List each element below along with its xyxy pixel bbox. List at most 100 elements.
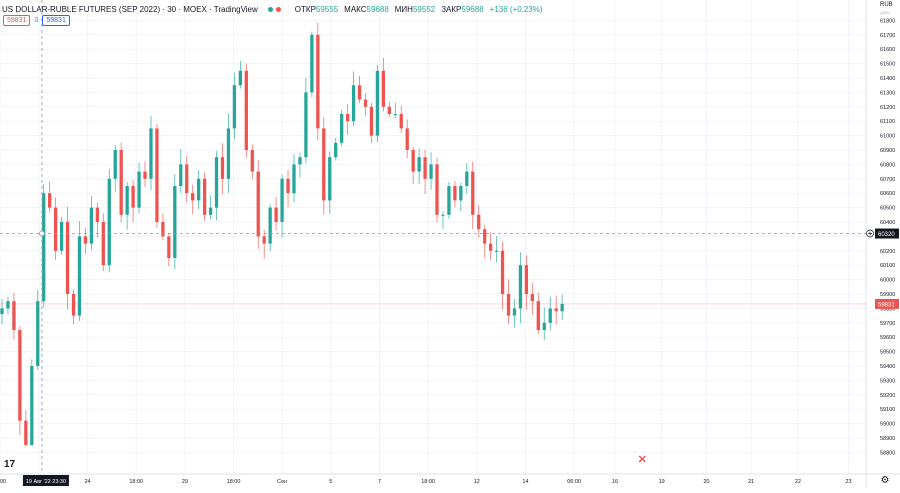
candle-body bbox=[399, 114, 403, 129]
plus-circle-icon[interactable] bbox=[866, 229, 874, 238]
time-axis-tick-label: Сен bbox=[277, 479, 287, 485]
candle-body bbox=[226, 128, 231, 179]
candle-body bbox=[161, 222, 165, 237]
candle-body bbox=[250, 150, 254, 172]
price-axis-tick-label: 60900 bbox=[880, 148, 895, 154]
candle-body bbox=[351, 85, 356, 122]
price-axis-tick-label: 59600 bbox=[880, 335, 895, 341]
candle-body bbox=[268, 207, 272, 244]
currency-sublabel: Д/БЫ bbox=[880, 10, 890, 15]
price-axis-tick-label: 61300 bbox=[880, 90, 895, 96]
candle-body bbox=[0, 308, 4, 315]
price-axis-tick-label: 60400 bbox=[880, 220, 895, 226]
candle-body bbox=[185, 164, 189, 194]
candle-body bbox=[53, 207, 58, 251]
price-axis-tick-label: 60200 bbox=[880, 249, 895, 255]
candle-body bbox=[316, 34, 320, 129]
price-axis-tick-label: 61800 bbox=[880, 18, 895, 24]
gear-icon[interactable]: ⚙ bbox=[880, 475, 890, 486]
candle-body bbox=[238, 70, 242, 86]
legend-status-dots bbox=[267, 6, 281, 12]
sell-price-badge[interactable]: 59831 bbox=[3, 15, 31, 26]
symbol-title: US DOLLAR-RUBLE FUTURES (SEP 2022) · 30 … bbox=[2, 4, 258, 14]
candle-body bbox=[518, 265, 523, 309]
candle-body bbox=[155, 128, 159, 222]
candle-body bbox=[423, 157, 427, 179]
candle-body bbox=[65, 222, 70, 294]
price-axis-tick-label: 60600 bbox=[880, 191, 895, 197]
crosshair-time-label: 19 Авг '22 23:30 bbox=[26, 479, 66, 485]
candle-body bbox=[429, 164, 433, 179]
time-axis-tick-label: 18:00 bbox=[227, 479, 241, 485]
time-axis-tick-label: 23 bbox=[845, 479, 851, 485]
ohlc-close: ЗАКР59688 bbox=[441, 4, 484, 14]
candle-body bbox=[334, 142, 338, 158]
candle-body bbox=[137, 171, 141, 208]
indicator-badges: 59831 0 59831 bbox=[3, 15, 70, 26]
price-axis-tick-label: 60500 bbox=[880, 206, 895, 212]
close-x-icon[interactable]: ✕ bbox=[638, 454, 647, 466]
candle-body bbox=[256, 171, 260, 237]
candle-body bbox=[89, 207, 94, 244]
time-axis-tick-label: 29 bbox=[182, 479, 188, 485]
candle-body bbox=[524, 265, 529, 294]
candle-body bbox=[369, 106, 374, 136]
candle-body bbox=[340, 114, 344, 143]
price-axis-tick-label: 61000 bbox=[880, 134, 895, 140]
price-axis-tick-label: 59000 bbox=[880, 422, 895, 428]
candle-body bbox=[328, 157, 332, 201]
candle-body bbox=[125, 186, 129, 215]
candle-body bbox=[24, 420, 28, 446]
candle-body bbox=[202, 178, 207, 215]
candle-body bbox=[232, 85, 237, 129]
data-status-dot-icon bbox=[275, 6, 281, 12]
price-axis-tick-label: 60100 bbox=[880, 263, 895, 269]
time-axis-tick-label: 06:00 bbox=[567, 479, 581, 485]
candle-body bbox=[197, 178, 201, 201]
candle-body bbox=[191, 193, 195, 201]
price-axis-tick-label: 60700 bbox=[880, 177, 895, 183]
time-axis-tick-label: 24 bbox=[85, 479, 91, 485]
price-axis-tick-label: 59500 bbox=[880, 350, 895, 356]
candle-body bbox=[262, 236, 266, 244]
price-axis-tick-label: 60000 bbox=[880, 278, 895, 284]
ohlc-high: МАКС59688 bbox=[344, 4, 389, 14]
candle-body bbox=[512, 308, 517, 316]
candle-body bbox=[542, 322, 546, 330]
time-axis-tick-label: 7 bbox=[378, 479, 381, 485]
candle-body bbox=[465, 171, 469, 186]
time-axis-tick-label: 16 bbox=[612, 479, 618, 485]
candle-body bbox=[363, 99, 368, 107]
candle-body bbox=[280, 178, 284, 222]
time-axis-tick-label: 5 bbox=[329, 479, 332, 485]
last-price-label: 59831 bbox=[878, 302, 895, 308]
price-axis-tick-label: 59800 bbox=[880, 306, 895, 312]
candle-body bbox=[292, 164, 296, 194]
candle-body bbox=[220, 157, 225, 179]
crosshair-time-label-bg bbox=[22, 475, 69, 486]
candle-body bbox=[36, 301, 40, 366]
time-axis-tick-label: 12 bbox=[474, 479, 480, 485]
candle-body bbox=[506, 294, 511, 316]
crosshair-price-label: 60320 bbox=[878, 232, 895, 238]
candle-body bbox=[441, 214, 445, 216]
time-axis-tick-label: 22 bbox=[795, 479, 801, 485]
price-axis-tick-label: 59400 bbox=[880, 364, 895, 370]
time-axis-tick-label: 14 bbox=[522, 479, 528, 485]
buy-price-badge[interactable]: 59831 bbox=[42, 15, 70, 26]
candle-body bbox=[119, 150, 123, 215]
candle-body bbox=[77, 236, 82, 316]
candle-body bbox=[375, 70, 380, 136]
candle-body bbox=[488, 243, 493, 251]
crosshair-price-label-bg bbox=[875, 228, 899, 239]
price-axis-tick-label: 59300 bbox=[880, 378, 895, 384]
candle-body bbox=[12, 301, 16, 330]
candle-body bbox=[345, 114, 350, 122]
candle-body bbox=[459, 186, 463, 201]
candle-body bbox=[435, 164, 439, 215]
price-axis-tick-label: 61200 bbox=[880, 105, 895, 111]
candle-body bbox=[101, 222, 105, 266]
price-axis-tick-label: 61600 bbox=[880, 47, 895, 53]
